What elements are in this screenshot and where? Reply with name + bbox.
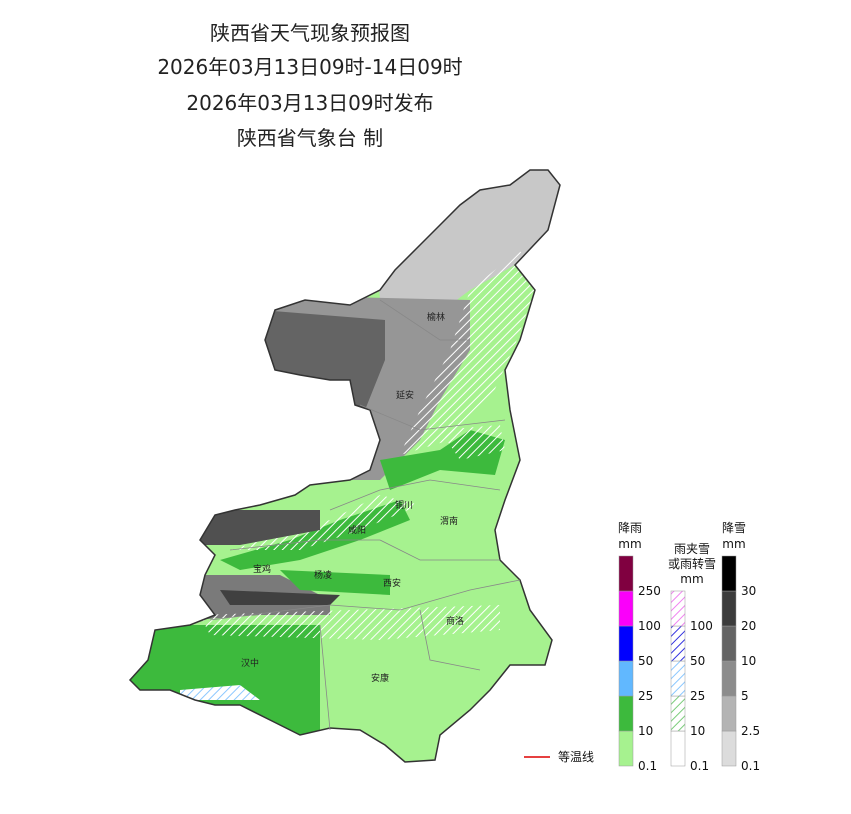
snow-swatches	[721, 555, 737, 767]
legend-unit: mm	[618, 537, 641, 551]
city-label: 宝鸡	[253, 563, 271, 575]
city-label: 商洛	[446, 615, 464, 627]
city-label: 咸阳	[348, 524, 366, 536]
legend-level: 20	[741, 619, 756, 633]
legend-level: 0.1	[638, 759, 657, 773]
legend-level: 100	[690, 619, 713, 633]
province-outline	[128, 169, 561, 763]
legend-level: 10	[690, 724, 705, 738]
legend-level: 0.1	[741, 759, 760, 773]
agency: 陕西省气象台 制	[237, 126, 383, 150]
legend-unit: mm	[680, 572, 703, 586]
period: 2026年03月13日09时-14日09时	[157, 55, 462, 79]
legend-level: 10	[741, 654, 756, 668]
legend-unit: mm	[722, 537, 745, 551]
rain-swatches	[618, 555, 634, 767]
legend-level: 100	[638, 619, 661, 633]
title: 陕西省天气现象预报图	[210, 21, 410, 45]
legend-level: 50	[690, 654, 705, 668]
legend-level: 0.1	[690, 759, 709, 773]
map-regions	[130, 170, 560, 762]
legend-level: 25	[638, 689, 653, 703]
legend-level: 25	[690, 689, 705, 703]
issued: 2026年03月13日09时发布	[186, 91, 433, 115]
legend-title: 雨夹雪	[674, 542, 710, 556]
legend-level: 50	[638, 654, 653, 668]
legend-level: 5	[741, 689, 749, 703]
mixed-swatches	[670, 590, 686, 767]
legend-level: 30	[741, 584, 756, 598]
legend-title: 降雪	[722, 521, 746, 535]
city-borders	[209, 299, 521, 731]
city-label: 渭南	[440, 515, 458, 527]
city-label: 西安	[383, 577, 401, 589]
city-label: 杨凌	[314, 569, 332, 581]
isotherm-label: 等温线	[558, 750, 594, 764]
legend-level: 10	[638, 724, 653, 738]
city-label: 铜川	[395, 499, 413, 511]
legend-title: 或雨转雪	[668, 556, 716, 571]
legend-level: 250	[638, 584, 661, 598]
legend-level: 2.5	[741, 724, 760, 738]
city-label: 汉中	[241, 657, 259, 669]
city-label: 延安	[396, 389, 414, 401]
city-label: 安康	[371, 672, 389, 684]
city-label: 榆林	[427, 311, 445, 323]
legend-title: 降雨	[618, 521, 642, 535]
